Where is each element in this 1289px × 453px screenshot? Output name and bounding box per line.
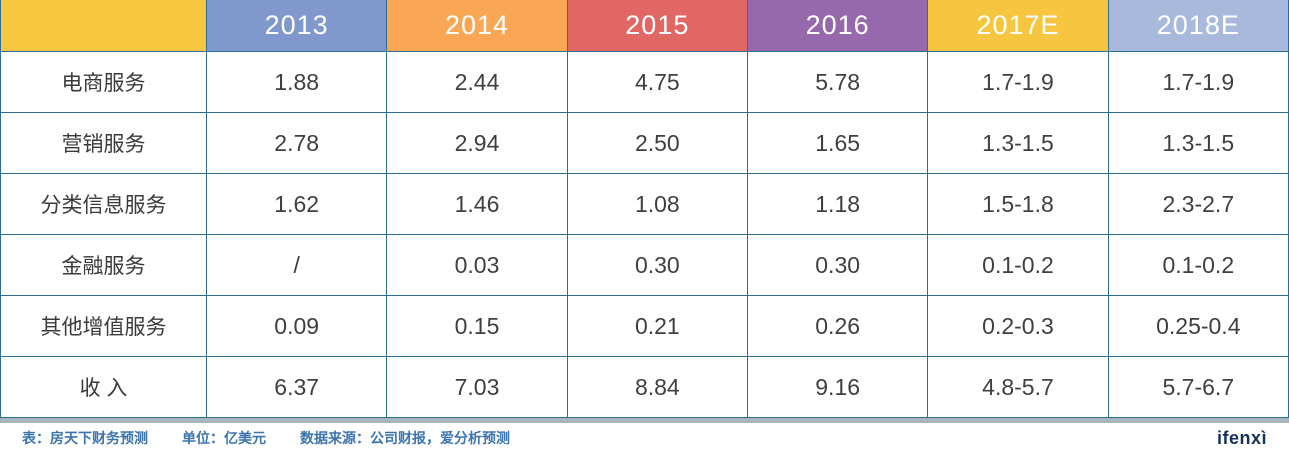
table-cell-value: 9.16 (747, 357, 929, 418)
column-header-2016: 2016 (747, 0, 929, 52)
table-cell-value: 1.88 (207, 52, 388, 113)
table-cell-value: 4.8-5.7 (928, 357, 1109, 418)
figure-footer: 表：房天下财务预测 单位：亿美元 数据来源：公司财报，爱分析预测 ifenxì (0, 423, 1289, 453)
table-header-row: 2013 2014 2015 2016 2017E 2018E (0, 0, 1289, 52)
ifenxi-logo: ifenxì (1216, 427, 1267, 448)
table-row: 分类信息服务 1.62 1.46 1.08 1.18 1.5-1.8 2.3-2.7 (0, 174, 1289, 235)
table-cell-value: 1.3-1.5 (928, 113, 1109, 174)
table-row: 电商服务 1.88 2.44 4.75 5.78 1.7-1.9 1.7-1.9 (0, 52, 1289, 113)
row-label: 电商服务 (0, 52, 207, 113)
table-cell-value: 1.08 (567, 174, 748, 235)
table-cell-value: 5.78 (747, 52, 929, 113)
revenue-table: 2013 2014 2015 2016 2017E 2018E 电商服务 1.88 2.44 4.… (0, 0, 1289, 418)
table-cell-value: 5.7-6.7 (1108, 357, 1289, 418)
column-header-2017e: 2017E (928, 0, 1109, 52)
column-header-2015: 2015 (567, 0, 748, 52)
table-cell-value: 1.62 (207, 174, 388, 235)
row-label: 收 入 (0, 357, 207, 418)
column-header-2013: 2013 (207, 0, 388, 52)
table-row: 收 入 6.37 7.03 8.84 9.16 4.8-5.7 5.7-6.7 (0, 357, 1289, 418)
table-cell-value: 0.1-0.2 (928, 235, 1109, 296)
table-cell-value: 1.3-1.5 (1108, 113, 1289, 174)
table-title-note: 表：房天下财务预测 (22, 430, 148, 446)
table-cell-value: 2.50 (567, 113, 748, 174)
row-label-column-header (0, 0, 207, 52)
row-label: 其他增值服务 (0, 296, 207, 357)
table-cell-value: 0.30 (567, 235, 748, 296)
table-cell-value: 0.25-0.4 (1108, 296, 1289, 357)
column-header-2014: 2014 (387, 0, 568, 52)
table-cell-value: 1.46 (387, 174, 568, 235)
table-cell-value: 0.09 (207, 296, 388, 357)
table-cell-value: 0.30 (747, 235, 929, 296)
table-cell-value: 0.03 (387, 235, 568, 296)
table-cell-value: 1.5-1.8 (928, 174, 1109, 235)
table-cell-value: 0.26 (747, 296, 929, 357)
table-bottom-bar (0, 418, 1289, 423)
table-row: 金融服务/0.03 0.30 0.30 0.1-0.2 0.1-0.2 (0, 235, 1289, 296)
table-cell-value: 8.84 (567, 357, 748, 418)
data-source-note: 数据来源：公司财报，爱分析预测 (300, 430, 510, 446)
row-label: 营销服务 (0, 113, 207, 174)
column-header-2018e: 2018E (1108, 0, 1289, 52)
table-cell-value: 0.2-0.3 (928, 296, 1109, 357)
table-cell-value: 4.75 (567, 52, 748, 113)
table-cell-value: 6.37 (207, 357, 388, 418)
table-cell-value: 1.18 (747, 174, 929, 235)
table-cell-value: 0.1-0.2 (1108, 235, 1289, 296)
table-cell-value: 0.21 (567, 296, 748, 357)
table-cell-value: 2.3-2.7 (1108, 174, 1289, 235)
footer-notes: 表：房天下财务预测 单位：亿美元 数据来源：公司财报，爱分析预测 (22, 428, 510, 448)
table-cell-value: / (207, 235, 388, 296)
table-cell-value: 7.03 (387, 357, 568, 418)
table-cell-value: 2.44 (387, 52, 568, 113)
row-label: 金融服务 (0, 235, 207, 296)
table-cell-value: 2.78 (207, 113, 388, 174)
table-cell-value: 1.7-1.9 (1108, 52, 1289, 113)
table-cell-value: 2.94 (387, 113, 568, 174)
table-row: 其他增值服务 0.09 0.15 0.21 0.26 0.2-0.3 0.25-0.4 (0, 296, 1289, 357)
row-label: 分类信息服务 (0, 174, 207, 235)
table-cell-value: 1.65 (747, 113, 929, 174)
table-cell-value: 1.7-1.9 (928, 52, 1109, 113)
table-row: 营销服务 2.78 2.94 2.50 1.65 1.3-1.5 1.3-1.5 (0, 113, 1289, 174)
unit-note: 单位：亿美元 (182, 430, 266, 446)
table-cell-value: 0.15 (387, 296, 568, 357)
